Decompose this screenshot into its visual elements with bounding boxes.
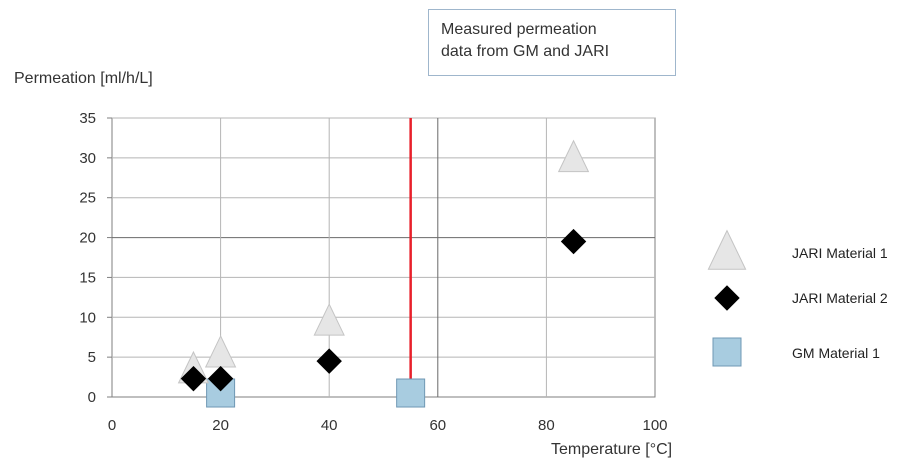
annotation-line-2: data from GM and JARI	[441, 43, 610, 60]
point-gm-material-1-1	[206, 378, 236, 408]
point-jari-material-2-3	[316, 348, 342, 374]
y-tick-label-20: 20	[79, 230, 96, 247]
y-tick-label-35: 35	[79, 110, 96, 127]
point-jari-material-1-3	[313, 303, 345, 336]
point-jari-material-1-2	[204, 334, 237, 368]
data-points	[177, 139, 590, 408]
tick-labels: 0 5 10 15 20 25 30 35 0 20 40 60 80 100	[79, 110, 667, 434]
legend-marker-square	[712, 337, 742, 367]
annotation-box: Measured permeation data from GM and JAR…	[428, 9, 676, 76]
point-gm-material-1-2	[396, 378, 426, 408]
legend-label-gm-material-1: GM Material 1	[792, 345, 880, 361]
point-jari-material-2-2	[207, 365, 234, 392]
point-jari-material-2-1	[180, 365, 207, 392]
point-jari-material-2-4	[560, 228, 587, 255]
legend-label-jari-material-2: JARI Material 2	[792, 290, 888, 306]
legend-label-jari-material-1: JARI Material 1	[792, 245, 888, 261]
grid-lines	[107, 117, 656, 398]
y-tick-label-0: 0	[88, 389, 96, 406]
y-tick-label-5: 5	[88, 349, 96, 366]
legend-markers	[707, 229, 747, 367]
point-jari-material-1-4	[557, 139, 590, 173]
x-tick-label-80: 80	[538, 417, 555, 434]
x-tick-label-40: 40	[321, 417, 338, 434]
x-axis-label: Temperature [°C]	[551, 441, 673, 458]
legend-marker-diamond	[714, 285, 740, 311]
x-tick-label-20: 20	[212, 417, 229, 434]
x-tick-label-100: 100	[642, 417, 667, 434]
y-tick-label-15: 15	[79, 269, 96, 286]
y-axis-label: Permeation [ml/h/L]	[14, 70, 153, 87]
y-tick-label-25: 25	[79, 190, 96, 207]
annotation-line-1: Measured permeation	[441, 21, 597, 38]
y-tick-label-10: 10	[79, 309, 96, 326]
legend-marker-triangle	[707, 229, 747, 270]
y-tick-label-30: 30	[79, 150, 96, 167]
x-tick-label-60: 60	[429, 417, 446, 434]
x-tick-label-0: 0	[108, 417, 116, 434]
